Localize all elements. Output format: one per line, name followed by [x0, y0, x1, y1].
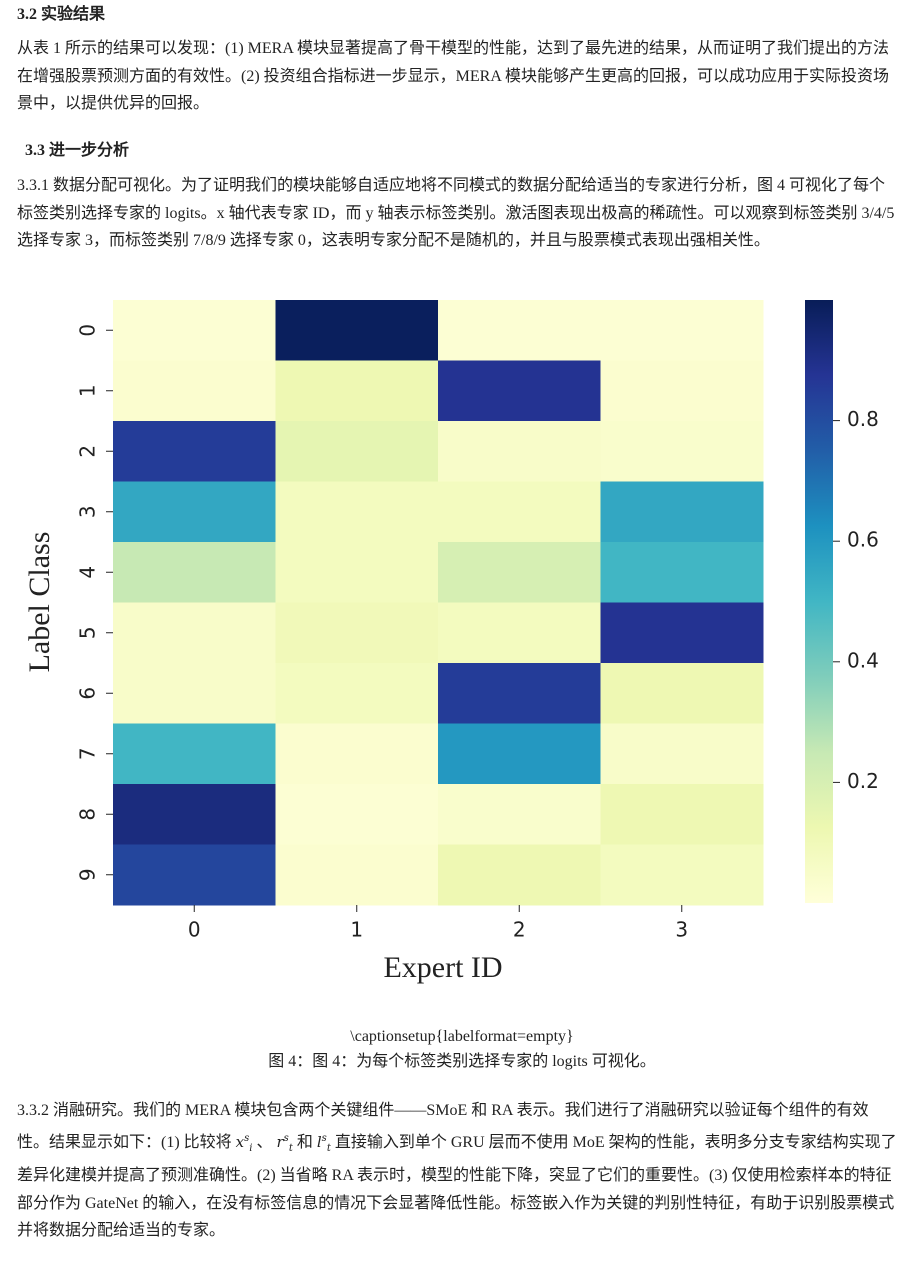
heatmap-cell: [438, 481, 601, 543]
math-sup: s: [244, 1132, 250, 1144]
x-tick-label: 0: [188, 918, 201, 942]
math-sub: t: [288, 1142, 293, 1154]
heatmap-cell: [438, 844, 601, 906]
y-tick-label: 4: [76, 566, 100, 579]
heatmap-cell: [438, 542, 601, 603]
heatmap-cell: [600, 723, 764, 785]
math-base: x: [235, 1132, 245, 1151]
heatmap-cell: [438, 602, 601, 664]
heatmap-cell: [600, 360, 764, 422]
math-sub: i: [249, 1142, 253, 1154]
text: 和: [292, 1133, 317, 1151]
heatmap-cell: [113, 844, 276, 906]
heatmap-cell: [438, 300, 601, 361]
heatmap-cell: [113, 300, 276, 361]
colorbar: [805, 300, 833, 903]
heatmap-cell: [113, 481, 276, 543]
heatmap-cell: [113, 542, 276, 603]
heatmap-cell: [438, 421, 601, 482]
heatmap-cell: [438, 663, 601, 724]
math-base: l: [316, 1132, 322, 1151]
heatmap-cell: [113, 602, 276, 664]
section-heading: 3.2 实验结果: [17, 6, 106, 23]
math-sub: t: [326, 1142, 331, 1154]
x-axis-label: Expert ID: [383, 951, 502, 984]
math: xsi: [235, 1132, 253, 1154]
y-tick-label: 1: [76, 384, 100, 397]
text: 3.3.2 消融研究。我们的 MERA 模块包含两个关键组件——SMoE 和 R…: [17, 1102, 869, 1151]
colorbar-tick-label: 0.8: [847, 407, 879, 431]
heatmap-cell: [600, 421, 764, 482]
caption-setup: \captionsetup{labelformat=empty}: [350, 1028, 574, 1045]
heatmap-cell: [113, 723, 276, 785]
heatmap-cell: [438, 723, 601, 785]
text: 、: [252, 1133, 277, 1151]
heatmap-cell: [600, 542, 764, 603]
heatmap-cell: [113, 784, 276, 845]
y-tick-label: 5: [76, 626, 100, 639]
heatmap-cell: [275, 481, 439, 543]
heatmap-cell: [275, 421, 439, 482]
heatmap-cell: [600, 844, 764, 906]
heatmap-cell: [275, 663, 439, 724]
text: 直接输入到单个 GRU 层而不使用 MoE 架构的性能，表明多分支专家结构实现了…: [17, 1133, 897, 1240]
heatmap-cell: [600, 481, 764, 543]
heatmap-cell: [275, 844, 439, 906]
heatmap-cell: [113, 360, 276, 422]
x-tick-label: 1: [350, 918, 363, 942]
colorbar-tick-label: 0.6: [847, 528, 879, 552]
y-tick-label: 0: [76, 324, 100, 337]
heatmap-cell: [438, 784, 601, 845]
paragraph: 3.3.2 消融研究。我们的 MERA 模块包含两个关键组件——SMoE 和 R…: [17, 1097, 897, 1245]
heatmap-cell: [275, 784, 439, 845]
heatmap-cell: [438, 360, 601, 422]
section-heading: 3.3 进一步分析: [25, 142, 130, 159]
heatmap-cell: [113, 663, 276, 724]
heatmap-cell: [275, 300, 439, 361]
heatmap-cell: [600, 784, 764, 845]
paragraph: 3.3.1 数据分配可视化。为了证明我们的模块能够自适应地将不同模式的数据分配给…: [17, 177, 895, 249]
y-tick-label: 7: [76, 747, 100, 760]
y-tick-label: 3: [76, 505, 100, 518]
y-tick-label: 9: [76, 868, 100, 881]
math-sup: s: [321, 1132, 327, 1144]
heatmap-cell: [600, 300, 764, 361]
colorbar-tick-label: 0.2: [847, 769, 879, 793]
paragraph: 从表 1 所示的结果可以发现：(1) MERA 模块显著提高了骨干模型的性能，达…: [17, 40, 890, 112]
math: lst: [316, 1132, 331, 1154]
heatmap-cell: [600, 663, 764, 724]
math: rst: [276, 1132, 293, 1154]
caption: 图 4：图 4：为每个标签类别选择专家的 logits 可视化。: [268, 1053, 656, 1070]
heatmap-cell: [275, 542, 439, 603]
heatmap-cell: [600, 602, 764, 664]
y-axis-label: Label Class: [23, 532, 56, 673]
heatmap-cell: [275, 360, 439, 422]
y-tick-label: 2: [76, 445, 100, 458]
math-sup: s: [283, 1132, 289, 1144]
heatmap-cell: [275, 723, 439, 785]
x-tick-label: 3: [675, 918, 688, 942]
y-tick-label: 6: [76, 687, 100, 700]
x-tick-label: 2: [513, 918, 526, 942]
heatmap-cell: [113, 421, 276, 482]
heatmap-cell: [275, 602, 439, 664]
math-base: r: [276, 1132, 284, 1151]
colorbar-tick-label: 0.4: [847, 648, 879, 672]
y-tick-label: 8: [76, 808, 100, 821]
